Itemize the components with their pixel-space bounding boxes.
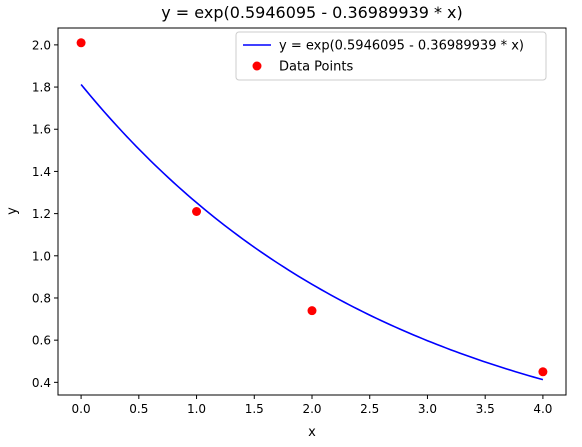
legend-entry-fit: y = exp(0.5946095 - 0.36989939 * x) — [279, 39, 524, 54]
x-tick-label: 2.0 — [302, 402, 321, 416]
y-axis-label: y — [5, 207, 20, 215]
chart-title: y = exp(0.5946095 - 0.36989939 * x) — [161, 3, 463, 22]
legend-marker-swatch — [252, 61, 262, 71]
x-axis: 0.0 0.5 1.0 1.5 2.0 2.5 3.0 3.5 4.0 — [72, 395, 552, 416]
y-tick-label: 0.4 — [32, 376, 51, 390]
x-axis-label: x — [308, 425, 316, 440]
x-tick-label: 1.5 — [245, 402, 264, 416]
y-tick-label: 1.6 — [32, 123, 51, 137]
y-tick-label: 2.0 — [32, 38, 51, 52]
x-tick-label: 3.5 — [476, 402, 495, 416]
plot-area — [76, 38, 548, 381]
legend: y = exp(0.5946095 - 0.36989939 * x) Data… — [235, 31, 547, 81]
data-point — [538, 367, 548, 377]
x-tick-label: 1.0 — [187, 402, 206, 416]
legend-box — [235, 31, 547, 81]
x-tick-label: 0.0 — [72, 402, 91, 416]
legend-entry-data-points: Data Points — [279, 60, 353, 75]
x-tick-label: 3.0 — [418, 402, 437, 416]
data-point — [76, 38, 86, 48]
x-tick-label: 2.5 — [360, 402, 379, 416]
x-tick-label: 0.5 — [129, 402, 148, 416]
data-point — [192, 207, 202, 216]
y-tick-label: 1.8 — [32, 81, 51, 95]
y-tick-label: 1.0 — [32, 249, 51, 263]
x-tick-label: 4.0 — [533, 402, 552, 416]
y-tick-label: 1.2 — [32, 207, 51, 221]
y-tick-label: 0.8 — [32, 291, 51, 305]
y-tick-label: 0.6 — [32, 334, 51, 348]
y-tick-label: 1.4 — [32, 165, 51, 179]
plot-frame — [57, 27, 567, 396]
data-point — [307, 306, 317, 316]
fit-curve-line — [80, 83, 544, 381]
y-axis: 0.4 0.6 0.8 1.0 1.2 1.4 1.6 1.8 2.0 — [32, 38, 58, 390]
